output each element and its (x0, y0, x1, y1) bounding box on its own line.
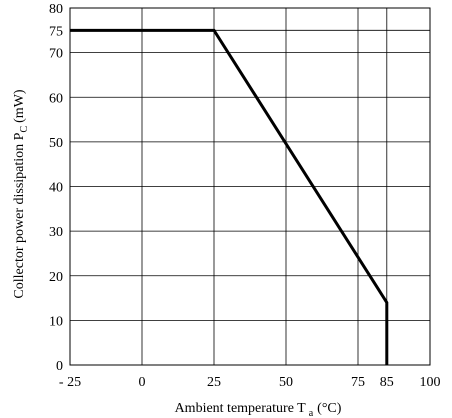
x-axis-label-suffix: (°C) (317, 401, 342, 416)
y-tick-label: 60 (49, 91, 63, 106)
series-group (70, 28, 389, 365)
series-line (70, 28, 389, 365)
y-tick-label: 10 (49, 314, 63, 329)
y-tick-label: 0 (56, 359, 63, 374)
y-tick-label: 70 (49, 47, 63, 62)
y-tick-label: 30 (49, 225, 63, 240)
y-axis-label-subscript: C (19, 126, 30, 133)
x-tick-labels: - 25 0 25 50 75 85 100 (59, 375, 441, 390)
grid-lines (70, 8, 430, 365)
y-tick-labels: 0 10 20 30 40 50 60 70 75 80 (49, 2, 63, 374)
y-axis-label-suffix: (mW) (12, 89, 27, 123)
x-tick-label: - 25 (59, 375, 81, 390)
y-tick-label: 80 (49, 2, 63, 17)
y-axis-label-prefix: Collector power dissipation P (12, 132, 27, 298)
x-tick-label: 85 (380, 375, 394, 390)
x-tick-label: 100 (420, 375, 441, 390)
y-tick-label: 20 (49, 270, 63, 285)
x-tick-label: 25 (207, 375, 221, 390)
x-tick-label: 0 (139, 375, 146, 390)
x-tick-label: 75 (351, 375, 365, 390)
x-axis-label-prefix: Ambient temperature T (175, 401, 307, 416)
y-tick-label: 50 (49, 136, 63, 151)
x-tick-label: 50 (279, 375, 293, 390)
y-tick-label: 75 (49, 24, 63, 39)
x-axis-label-subscript: a (309, 408, 314, 418)
y-axis-label: Collector power dissipation PC (mW) (12, 89, 30, 298)
y-tick-label: 40 (49, 181, 63, 196)
